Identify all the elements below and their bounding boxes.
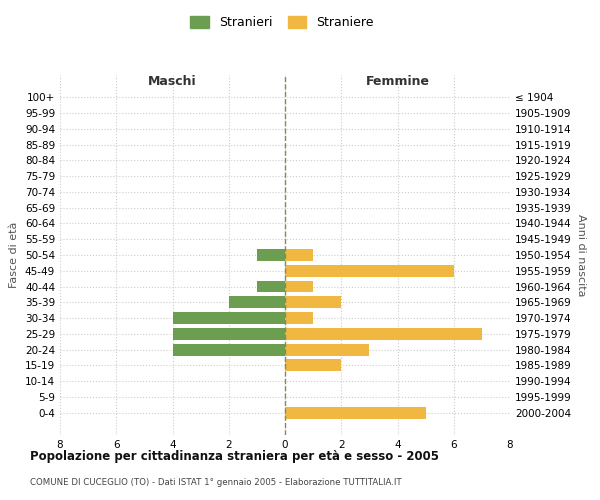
Bar	[285, 312, 313, 324]
Bar	[257, 249, 285, 261]
Bar	[285, 407, 425, 418]
Bar	[257, 280, 285, 292]
Text: COMUNE DI CUCEGLIO (TO) - Dati ISTAT 1° gennaio 2005 - Elaborazione TUTTITALIA.I: COMUNE DI CUCEGLIO (TO) - Dati ISTAT 1° …	[30, 478, 401, 487]
Bar	[285, 360, 341, 372]
Y-axis label: Anni di nascita: Anni di nascita	[575, 214, 586, 296]
Bar	[285, 328, 482, 340]
Legend: Stranieri, Straniere: Stranieri, Straniere	[185, 11, 379, 34]
Bar	[285, 265, 454, 276]
Text: Popolazione per cittadinanza straniera per età e sesso - 2005: Popolazione per cittadinanza straniera p…	[30, 450, 439, 463]
Bar	[173, 344, 285, 355]
Bar	[229, 296, 285, 308]
Bar	[173, 328, 285, 340]
Text: Femmine: Femmine	[365, 74, 430, 88]
Bar	[285, 296, 341, 308]
Bar	[173, 312, 285, 324]
Bar	[285, 280, 313, 292]
Y-axis label: Fasce di età: Fasce di età	[10, 222, 19, 288]
Bar	[285, 344, 370, 355]
Text: Maschi: Maschi	[148, 74, 197, 88]
Bar	[285, 249, 313, 261]
